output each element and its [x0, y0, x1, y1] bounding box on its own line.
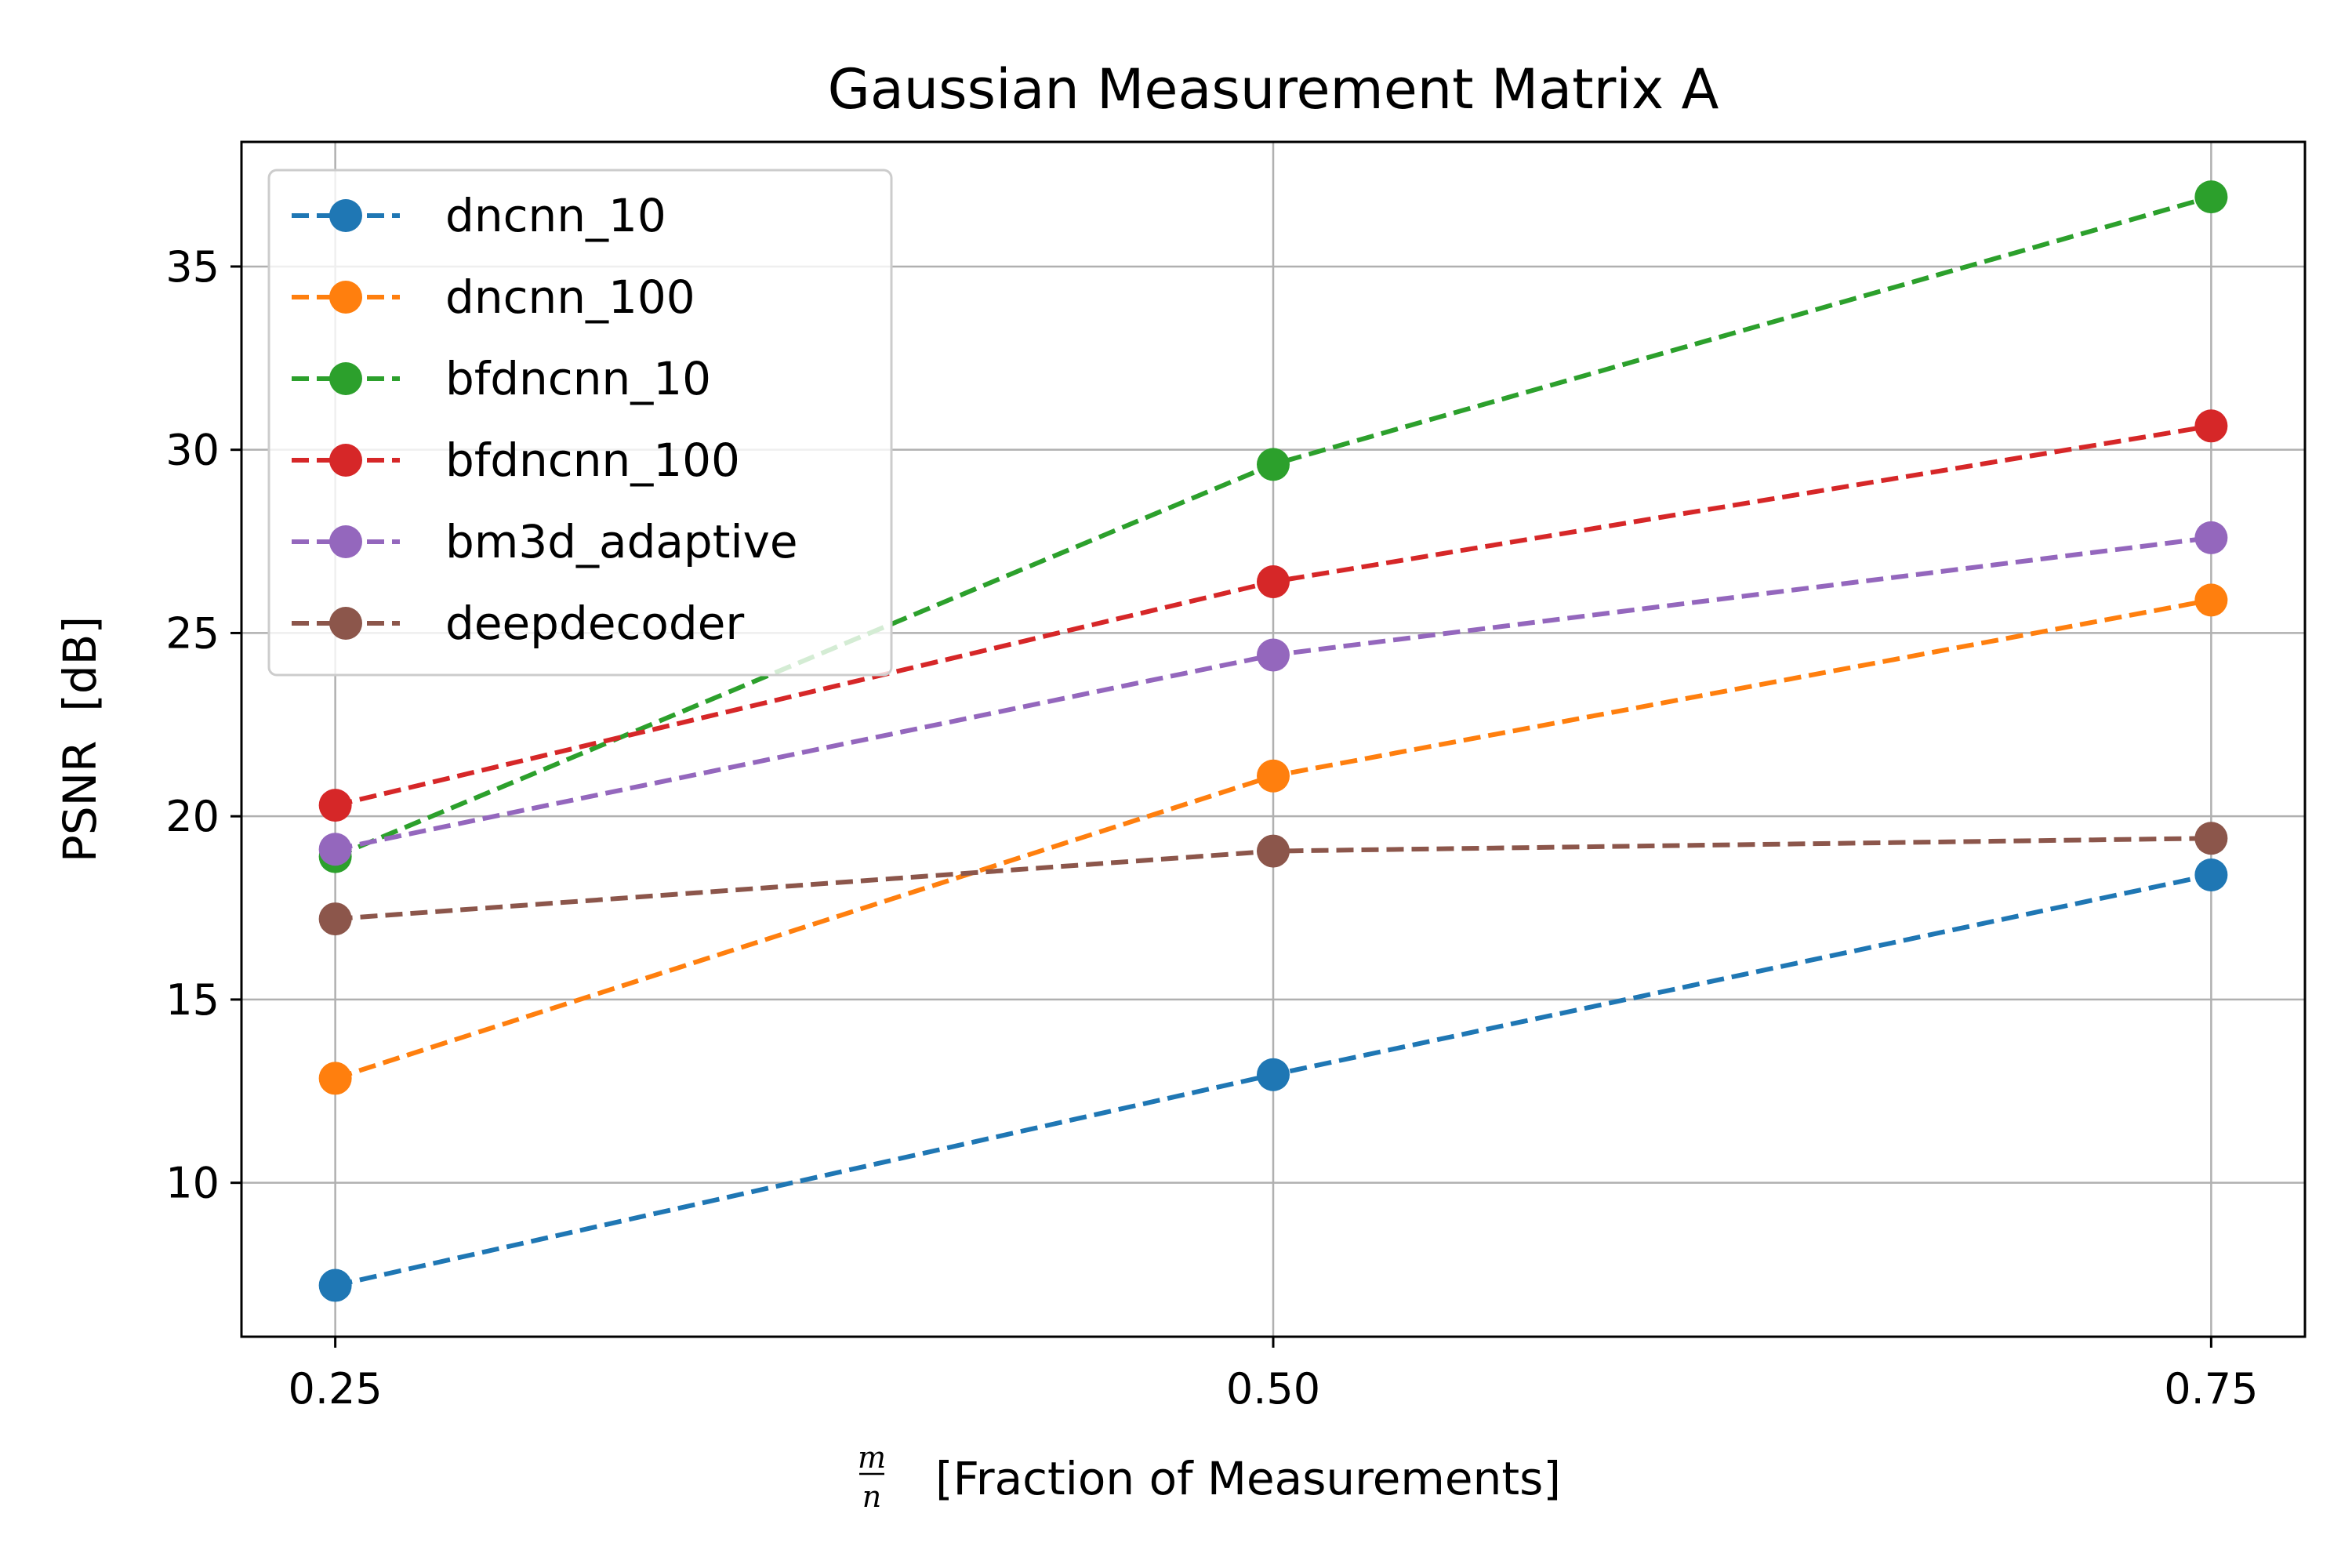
data-point — [2194, 409, 2228, 443]
legend-label: dncnn_100 — [445, 270, 695, 324]
data-point — [318, 833, 352, 866]
legend: dncnn_10 dncnn_100 bfdncnn_10 bfdncnn_100bm… — [267, 169, 893, 677]
y-tick-label: 10 — [165, 1159, 220, 1208]
data-point — [1257, 638, 1290, 672]
legend-item: bm3d_adaptive — [292, 515, 798, 568]
legend-item: dncnn_10 — [292, 189, 666, 242]
data-point — [2194, 858, 2228, 891]
data-point — [1257, 1058, 1290, 1091]
x-axis-fraction-numerator: m — [858, 1440, 886, 1475]
data-point — [1257, 564, 1290, 598]
legend-label: dncnn_10 — [445, 189, 666, 242]
y-axis-title: PSNR [dB] — [53, 616, 107, 862]
y-axis: 10 15 20 25 30 35 — [165, 242, 241, 1208]
y-tick-label: 25 — [165, 608, 220, 658]
data-point — [318, 1062, 352, 1095]
series-dncnn-100 — [318, 583, 2228, 1095]
data-point — [2194, 180, 2228, 214]
data-point — [2194, 521, 2228, 554]
legend-marker — [329, 607, 362, 640]
series-bfdncnn-100 — [318, 409, 2228, 822]
legend-item: bfdncnn_10 — [292, 352, 711, 405]
legend-item: dncnn_100 — [292, 270, 695, 324]
data-point — [2194, 822, 2228, 855]
legend-item: deepdecoder — [292, 597, 744, 650]
legend-marker — [329, 199, 362, 232]
legend-label: bm3d_adaptive — [445, 515, 798, 568]
legend-box — [267, 169, 893, 677]
legend-marker — [329, 362, 362, 395]
y-tick-label: 35 — [165, 242, 220, 292]
x-tick-label: 0.25 — [289, 1364, 383, 1414]
y-tick-label: 20 — [165, 792, 220, 841]
x-axis-fraction-denominator: n — [862, 1479, 881, 1514]
data-point — [318, 1269, 352, 1302]
data-point — [1257, 448, 1290, 481]
y-tick-label: 30 — [165, 426, 220, 475]
data-point — [318, 789, 352, 822]
x-axis-title-text: [Fraction of Measurements] — [935, 1452, 1561, 1505]
legend-label: bfdncnn_10 — [445, 352, 711, 405]
x-tick-label: 0.75 — [2164, 1364, 2258, 1414]
legend-label: deepdecoder — [445, 597, 744, 650]
x-axis-title: m n [Fraction of Measurements] — [858, 1440, 1561, 1514]
x-axis: 0.25 0.50 0.75 — [289, 1337, 2258, 1414]
data-point — [2194, 583, 2228, 617]
series-deepdecoder — [318, 822, 2228, 936]
legend-item: bfdncnn_100 — [292, 434, 740, 487]
data-point — [318, 902, 352, 936]
legend-marker — [329, 281, 362, 314]
series-dncnn-10 — [318, 858, 2228, 1302]
legend-marker — [329, 525, 362, 558]
legend-marker — [329, 444, 362, 477]
y-tick-label: 15 — [165, 975, 220, 1025]
series-layer — [318, 180, 2228, 1302]
data-point — [1257, 834, 1290, 868]
data-point — [1257, 759, 1290, 793]
chart-title: Gaussian Measurement Matrix A — [828, 57, 1719, 122]
x-tick-label: 0.50 — [1226, 1364, 1320, 1414]
series-bm3d-adaptive — [318, 521, 2228, 866]
legend-label: bfdncnn_100 — [445, 434, 740, 487]
